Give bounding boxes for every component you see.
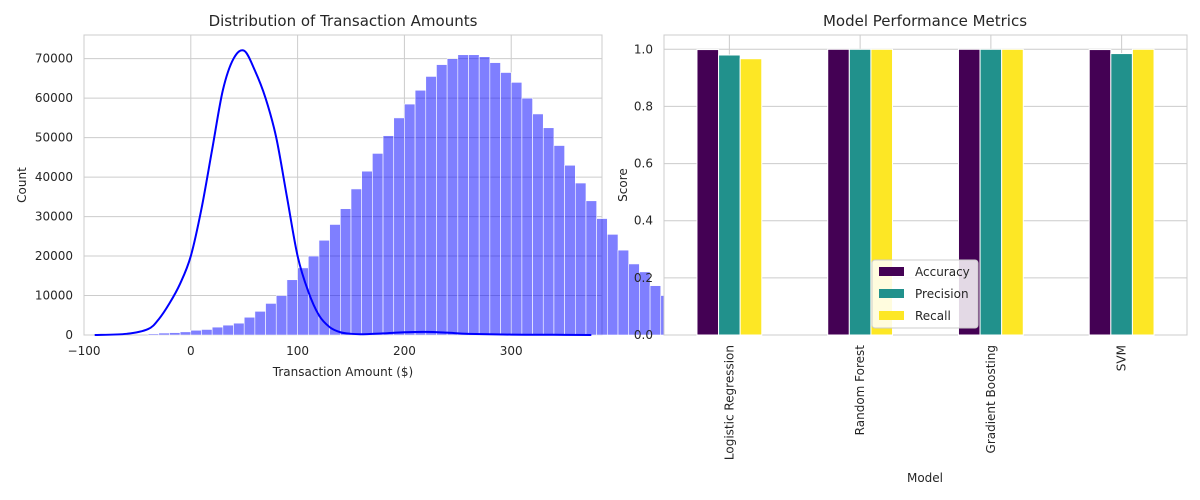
- histogram-x-tick-labels: −100 0 100 200 300: [68, 344, 523, 358]
- metrics-panel: Logistic Regression Random Forest Gradient…: [616, 12, 1188, 485]
- histogram-title: Distribution of Transaction Amounts: [209, 12, 478, 30]
- histogram-bar: [340, 208, 352, 336]
- metrics-bar-precision: [718, 54, 741, 336]
- metrics-bar-accuracy: [696, 49, 720, 336]
- histogram-bar: [382, 135, 395, 336]
- histogram-bar: [147, 333, 160, 336]
- histogram-bar: [489, 62, 501, 336]
- histogram-x-tick-label: −100: [68, 344, 101, 358]
- histogram-bar: [222, 324, 234, 336]
- metrics-bar-recall: [1131, 48, 1155, 336]
- histogram-bars: [147, 54, 726, 336]
- metrics-y-tick-label: 0.0: [634, 328, 653, 342]
- histogram-bar: [574, 182, 587, 336]
- histogram-x-tick-label: 200: [393, 344, 416, 358]
- histogram-bar: [211, 326, 224, 336]
- histogram-x-tick-label: 0: [187, 344, 195, 358]
- histogram-bar: [585, 200, 597, 336]
- histogram-bar: [521, 97, 533, 336]
- metrics-bar-precision: [979, 48, 1003, 336]
- metrics-y-tick-label: 0.2: [634, 271, 653, 285]
- histogram-bar: [436, 64, 448, 336]
- metrics-title: Model Performance Metrics: [823, 12, 1027, 30]
- metrics-x-tick-label: Random Forest: [853, 345, 867, 436]
- histogram-bar: [553, 145, 565, 336]
- metrics-bar-precision: [848, 48, 872, 336]
- histogram-bar: [607, 234, 619, 336]
- histogram-bar: [275, 295, 288, 336]
- metrics-y-tick-label: 0.8: [634, 99, 653, 113]
- histogram-bar: [446, 58, 459, 336]
- histogram-bar: [254, 311, 266, 336]
- histogram-bar: [425, 76, 437, 336]
- legend-swatch-recall: [879, 311, 904, 320]
- histogram-bar: [617, 249, 630, 336]
- metrics-legend: Accuracy Precision Recall: [871, 259, 979, 329]
- histogram-bar: [190, 329, 202, 336]
- metrics-bar-recall: [1001, 48, 1024, 336]
- histogram-bar: [478, 56, 491, 336]
- metrics-bar-precision: [1110, 53, 1133, 336]
- metrics-y-tick-labels: 0.0 0.2 0.4 0.6 0.8 1.0: [634, 42, 653, 342]
- metrics-y-axis-label: Score: [616, 168, 630, 202]
- histogram-bar: [468, 54, 480, 336]
- histogram-bar: [265, 303, 277, 336]
- histogram-y-tick-labels: 0 10000 20000 30000 40000 50000 60000 70000: [35, 52, 73, 342]
- histogram-x-tick-label: 300: [500, 344, 523, 358]
- histogram-x-axis-label: Transaction Amount ($): [272, 365, 413, 379]
- histogram-bar: [158, 332, 170, 336]
- legend-swatch-precision: [879, 289, 904, 298]
- histogram-y-tick-label: 20000: [35, 249, 73, 263]
- histogram-bar: [243, 316, 256, 336]
- histogram-y-axis-label: Count: [15, 167, 29, 203]
- metrics-bar-recall: [739, 58, 763, 336]
- histogram-bar: [404, 103, 416, 336]
- histogram-bar: [596, 218, 608, 336]
- histogram-bar: [532, 113, 544, 336]
- metrics-y-tick-label: 1.0: [634, 42, 653, 56]
- metrics-x-axis-label: Model: [907, 471, 943, 485]
- histogram-y-tick-label: 10000: [35, 289, 73, 303]
- metrics-x-tick-label: Logistic Regression: [722, 345, 736, 460]
- histogram-kde-line: [94, 49, 592, 336]
- histogram-bar: [350, 188, 362, 336]
- histogram-bar: [393, 117, 405, 336]
- metrics-x-tick-labels: Logistic Regression Random Forest Gradient…: [722, 345, 1128, 460]
- histogram-bar: [510, 82, 523, 336]
- histogram-bar: [414, 89, 427, 336]
- histogram-bar: [500, 72, 512, 336]
- histogram-y-tick-label: 0: [65, 328, 73, 342]
- legend-label-recall: Recall: [915, 309, 951, 323]
- histogram-bar: [286, 279, 298, 336]
- histogram-bar: [179, 331, 192, 336]
- metrics-x-tick-label: SVM: [1115, 345, 1129, 371]
- histogram-bar: [201, 329, 213, 336]
- histogram-bar: [372, 153, 384, 336]
- histogram-y-tick-label: 30000: [35, 210, 73, 224]
- legend-label-precision: Precision: [915, 287, 969, 301]
- metrics-bar-accuracy: [827, 48, 850, 336]
- metrics-y-tick-label: 0.6: [634, 157, 653, 171]
- histogram-bar: [564, 164, 576, 336]
- histogram-bar: [169, 332, 181, 336]
- histogram-y-tick-label: 70000: [35, 52, 73, 66]
- histogram-bar: [329, 224, 341, 336]
- histogram-y-tick-label: 60000: [35, 91, 73, 105]
- metrics-y-tick-label: 0.4: [634, 214, 653, 228]
- histogram-y-tick-label: 50000: [35, 131, 73, 145]
- legend-label-accuracy: Accuracy: [915, 265, 970, 279]
- metrics-x-tick-label: Gradient Boosting: [984, 345, 998, 453]
- histogram-bar: [233, 322, 245, 336]
- legend-swatch-accuracy: [879, 267, 904, 276]
- histogram-panel: −100 0 100 200 300 0 10000 20000 30000 40000 5000…: [15, 12, 726, 379]
- histogram-bar: [457, 54, 469, 336]
- histogram-y-tick-label: 40000: [35, 170, 73, 184]
- metrics-bar-accuracy: [1088, 49, 1112, 336]
- histogram-bar: [361, 170, 373, 336]
- histogram-bar: [542, 127, 555, 336]
- histogram-x-tick-label: 100: [286, 344, 309, 358]
